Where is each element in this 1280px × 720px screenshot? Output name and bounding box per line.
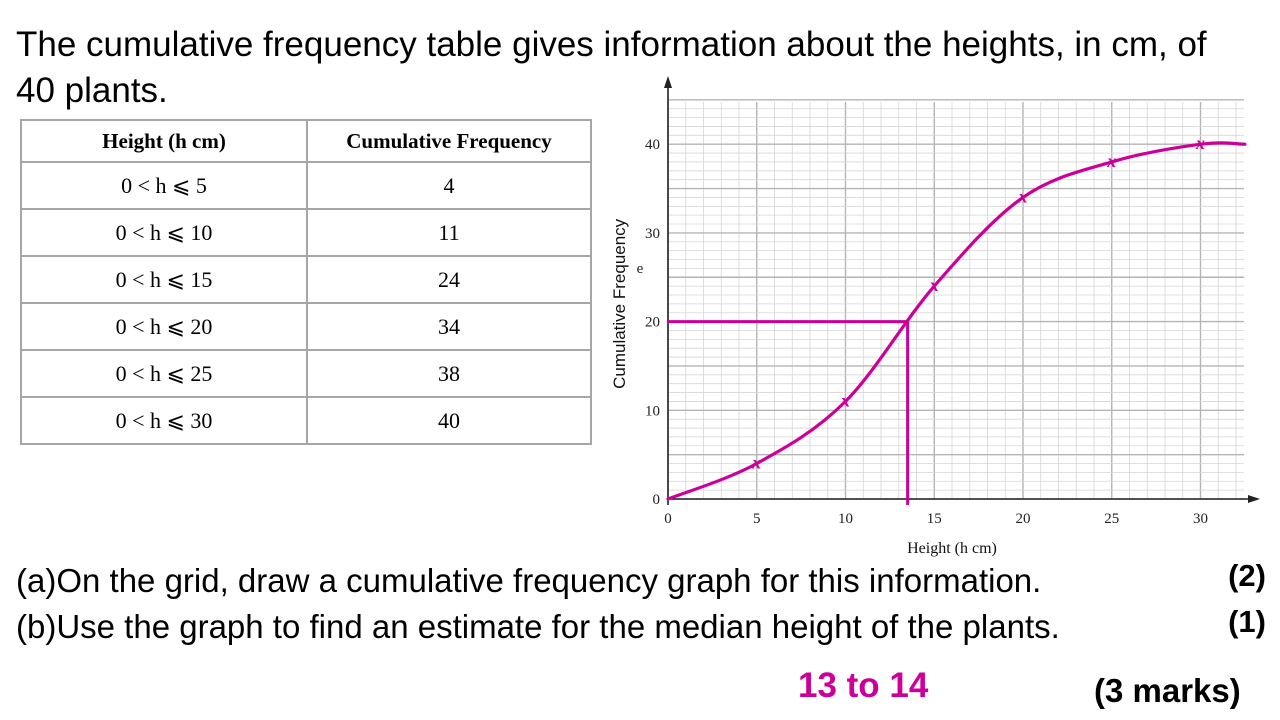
y-axis-title: Cumulative Frequency (610, 218, 629, 389)
cumulative-frequency-cell: 34 (306, 302, 592, 351)
x-axis-arrow (1248, 495, 1260, 503)
x-tick-label: 25 (1104, 511, 1119, 527)
data-point-marker: x (929, 275, 939, 295)
height-interval-cell: 0 < h ⩽ 10 (20, 208, 308, 257)
x-tick-label: 15 (927, 511, 942, 527)
y-tick-label: 30 (645, 226, 660, 242)
x-tick-label: 20 (1016, 511, 1031, 527)
median-guide-lines (668, 320, 910, 505)
chart-axes (664, 76, 1260, 505)
table-row: 0 < h ⩽ 25 38 (20, 349, 592, 398)
table-row: 0 < h ⩽ 10 11 (20, 208, 592, 257)
question-intro: The cumulative frequency table gives inf… (16, 25, 1207, 110)
total-marks: (3 marks) (1094, 672, 1241, 709)
y-tick-label: 20 (645, 315, 660, 331)
y-tick-label: 40 (645, 137, 660, 153)
x-tick-label: 30 (1193, 511, 1208, 527)
median-guide-line (668, 320, 910, 505)
data-point-marker: x (1195, 133, 1205, 153)
cumulative-frequency-cell: 4 (306, 161, 592, 210)
data-point-marker: x (840, 390, 850, 410)
table-header-row: Height (h cm) Cumulative Frequency (20, 119, 592, 163)
x-tick-label: 5 (753, 511, 761, 527)
x-tick-label: 10 (838, 511, 853, 527)
cumulative-frequency-cell: 11 (306, 208, 592, 257)
x-tick-label: 0 (664, 511, 672, 527)
question-part-b: (b)Use the graph to find an estimate for… (16, 608, 1060, 645)
cumulative-frequency-graph: 0 5 10 15 20 25 30 0 10 20 30 40 x x x x x x Height (h c… (610, 76, 1260, 557)
y-axis-arrow (664, 76, 672, 88)
table-row: 0 < h ⩽ 20 34 (20, 302, 592, 351)
y-tick-label: 10 (645, 403, 660, 419)
height-interval-cell: 0 < h ⩽ 15 (20, 255, 308, 304)
y-axis-stray-letter: e (637, 261, 644, 277)
column-header-height: Height (h cm) (20, 119, 308, 163)
median-answer: 13 to 14 (798, 666, 929, 705)
height-interval-cell: 0 < h ⩽ 20 (20, 302, 308, 351)
column-header-cumulative-frequency: Cumulative Frequency (306, 119, 592, 163)
table-row: 0 < h ⩽ 5 4 (20, 161, 592, 210)
part-a-marks: (2) (1228, 558, 1266, 593)
curve-line (666, 141, 1247, 501)
cumulative-frequency-table: Height (h cm) Cumulative Frequency 0 < h… (20, 119, 592, 445)
height-interval-cell: 0 < h ⩽ 30 (20, 396, 308, 445)
cumulative-frequency-cell: 40 (306, 396, 592, 445)
data-point-marker: x (1106, 151, 1116, 171)
chart-grid (667, 99, 1244, 500)
data-point-marker: x (751, 453, 761, 473)
cumulative-frequency-curve (666, 141, 1247, 501)
part-b-marks: (1) (1228, 604, 1266, 639)
table-row: 0 < h ⩽ 15 24 (20, 255, 592, 304)
height-interval-cell: 0 < h ⩽ 5 (20, 161, 308, 210)
x-axis-title: Height (h cm) (907, 540, 997, 557)
question-part-a: (a)On the grid, draw a cumulative freque… (16, 562, 1042, 599)
plotted-points: x x x x x x (751, 133, 1205, 472)
data-point-marker: x (1018, 186, 1028, 206)
table-row: 0 < h ⩽ 30 40 (20, 396, 592, 445)
height-interval-cell: 0 < h ⩽ 25 (20, 349, 308, 398)
y-tick-label: 0 (653, 492, 661, 508)
cumulative-frequency-cell: 38 (306, 349, 592, 398)
cumulative-frequency-cell: 24 (306, 255, 592, 304)
chart-tick-labels: 0 5 10 15 20 25 30 0 10 20 30 40 (645, 137, 1208, 527)
